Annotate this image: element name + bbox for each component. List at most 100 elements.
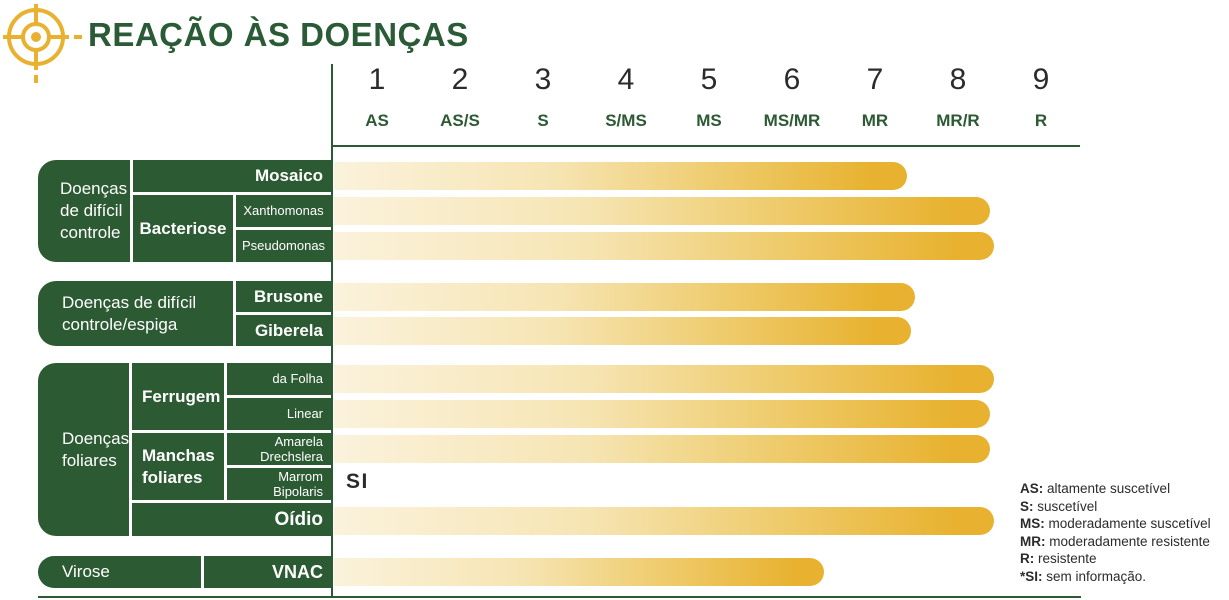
row-label-line: Marrom (278, 468, 323, 484)
bar-giberela (334, 317, 911, 345)
bar-ferrugem-da-folha (334, 365, 994, 393)
legend-item: MR: moderadamente resistente (1020, 533, 1211, 551)
row-label-line: Bipolaris (273, 484, 323, 499)
legend-desc: moderadamente resistente (1045, 533, 1210, 549)
scale-number: 2 (451, 63, 469, 96)
legend-item: MS: moderadamente suscetível (1020, 515, 1211, 533)
legend-item: R: resistente (1020, 550, 1211, 568)
scale-tick-5: 5 MS (667, 62, 751, 131)
row-label-linear: Linear (227, 398, 331, 430)
scale-label: MR (861, 111, 889, 130)
group-label-dificil-controle-espiga: Doenças de difícil controle/espiga (38, 281, 233, 346)
scale-label: AS (365, 111, 389, 130)
group-label-line: controle/espiga (62, 314, 178, 334)
scale-label: MS/MR (763, 111, 821, 130)
row-label-text: Bacteriose (139, 218, 227, 238)
scale-number: 4 (617, 63, 635, 96)
scale-tick-7: 7 MR (833, 62, 917, 131)
legend-desc: suscetível (1033, 498, 1098, 514)
row-label-text: da Folha (272, 371, 323, 387)
legend-desc: moderadamente suscetível (1044, 516, 1211, 531)
scale-label: AS/S (440, 111, 480, 130)
bar-amarela-drechslera (334, 435, 990, 463)
row-label-da-folha: da Folha (227, 363, 331, 395)
group-label-dificil-controle: Doenças de difícil controle (38, 160, 130, 262)
scale-tick-2: 2 AS/S (418, 62, 502, 131)
group-label-virose: Virose (38, 556, 201, 588)
scale-label: MS (696, 111, 722, 130)
scale-number: 8 (949, 63, 967, 96)
group-label-line: foliares (62, 450, 117, 470)
page-title: REAÇÃO ÀS DOENÇAS (88, 16, 469, 53)
row-label-text: Xanthomonas (243, 203, 324, 219)
scale-label: S/MS (605, 111, 647, 130)
legend-item: AS: altamente suscetível (1020, 480, 1211, 498)
row-label-oidio: Oídio (132, 503, 331, 536)
row-label-pseudomonas: Pseudomonas (236, 230, 331, 262)
legend: AS: altamente suscetível S: suscetível M… (1020, 480, 1211, 585)
legend-item: *SI: sem informação. (1020, 568, 1211, 586)
legend-item: S: suscetível (1020, 498, 1211, 516)
row-label-line: Drechslera (260, 449, 323, 464)
row-label-marrom-bipolaris: Marrom Bipolaris (227, 468, 331, 500)
si-no-data-annotation: SI (346, 470, 369, 493)
bar-brusone (334, 283, 915, 311)
legend-desc: resistente (1034, 551, 1097, 566)
legend-term: AS: (1020, 481, 1044, 496)
scale-label: R (1034, 111, 1048, 130)
bar-mosaico (334, 162, 907, 190)
group-label-line: Virose (62, 562, 110, 582)
row-label-line: Amarela (274, 433, 323, 449)
axis-vertical-line (331, 64, 333, 598)
scale-number: 5 (700, 63, 718, 96)
group-label-line: de difícil (60, 201, 123, 221)
row-label-text: Mosaico (254, 166, 323, 186)
row-label-text: Brusone (254, 286, 323, 306)
row-label-manchas-foliares: Manchas foliares (132, 433, 224, 500)
scale-number: 9 (1032, 63, 1050, 96)
group-label-line: controle (60, 222, 121, 242)
scale-number: 7 (866, 63, 884, 96)
row-label-text: VNAC (271, 561, 323, 582)
row-label-text: Oídio (274, 508, 323, 530)
legend-term: *SI: (1020, 568, 1043, 584)
group-label-line: Doenças de difícil (62, 292, 197, 312)
bar-oidio (334, 507, 994, 535)
scale-label: S (537, 111, 549, 130)
row-label-bacteriose: Bacteriose (133, 195, 233, 262)
row-label-xanthomonas: Xanthomonas (236, 195, 331, 227)
axis-bottom-line (38, 596, 1081, 598)
scale-tick-4: 4 S/MS (584, 62, 668, 131)
group-label-doencas-foliares: Doenças foliares (38, 363, 129, 536)
bar-pseudomonas (334, 232, 994, 260)
bar-ferrugem-linear (334, 400, 990, 428)
row-label-line: foliares (142, 467, 203, 487)
legend-term: MS: (1020, 516, 1045, 531)
legend-term: R: (1020, 551, 1035, 566)
row-label-text: Linear (286, 406, 323, 422)
scale-label: MR/R (936, 111, 980, 130)
group-label-line: Doenças (62, 428, 130, 448)
legend-desc: sem informação. (1042, 568, 1147, 584)
crosshair-target-icon (0, 0, 86, 87)
legend-term: S: (1020, 498, 1034, 514)
bar-vnac (334, 558, 824, 586)
row-label-text: Giberela (254, 320, 323, 340)
row-label-text: Pseudomonas (241, 238, 326, 254)
scale-tick-1: 1 AS (335, 62, 419, 131)
legend-desc: altamente suscetível (1043, 481, 1171, 496)
row-label-text: Ferrugem (142, 386, 221, 406)
bar-xanthomonas (334, 197, 990, 225)
scale-number: 1 (368, 63, 386, 96)
axis-top-line (331, 145, 1080, 147)
row-label-amarela-drechslera: Amarela Drechslera (227, 433, 331, 465)
row-label-vnac: VNAC (204, 556, 331, 588)
scale-number: 3 (534, 63, 552, 96)
scale-number: 6 (783, 63, 801, 96)
row-label-line: Manchas (142, 445, 215, 465)
legend-term: MR: (1020, 533, 1046, 549)
